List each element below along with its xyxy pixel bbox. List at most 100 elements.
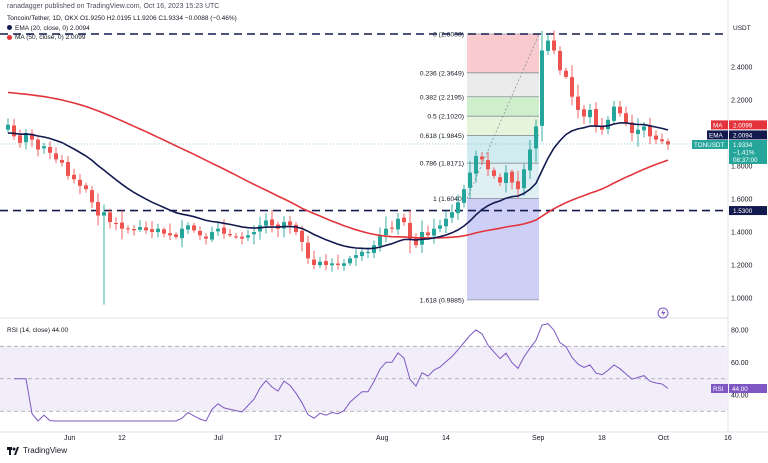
- tradingview-brand[interactable]: TradingView: [7, 446, 67, 455]
- fib-level-label: 0 (2.6000): [433, 32, 464, 39]
- candle-body: [300, 230, 304, 242]
- candle-body: [504, 172, 508, 183]
- candle-body: [360, 251, 364, 257]
- candle-body: [126, 228, 130, 230]
- ma-badge-bg: [729, 120, 767, 130]
- candle-body: [336, 263, 340, 265]
- candle-body: [54, 153, 58, 160]
- candle-body: [186, 225, 190, 230]
- symbol-line[interactable]: Toncoin/Tether, 1D, OKX O1.9250 H2.0195 …: [7, 15, 237, 22]
- candle-body: [462, 189, 466, 203]
- moving-averages: [7, 91, 669, 250]
- candle-body: [306, 242, 310, 259]
- fib-level-label: 1 (1.6040): [433, 196, 464, 203]
- price-tick-label: 2.2000: [731, 98, 753, 105]
- candle-body: [60, 160, 64, 163]
- symbol-tag: TONUSDT: [694, 142, 724, 149]
- candle-body: [234, 236, 238, 238]
- candle-body: [642, 126, 646, 131]
- fib-retracement[interactable]: 0 (2.6000) 0.236 (2.3649) 0.382 (2.2195) 0.…: [420, 32, 540, 305]
- rsi-tick-label: 80.00: [731, 328, 749, 335]
- time-tick-label: 16: [724, 435, 732, 442]
- price-tick-label: 2.4000: [731, 65, 753, 72]
- ma-tag-bg: [711, 120, 728, 130]
- candle-body: [294, 224, 298, 232]
- candle-body: [138, 227, 142, 230]
- fib-zone: [467, 34, 539, 73]
- last-price-badge-text: −1.41%: [733, 149, 755, 156]
- candle-body: [576, 96, 580, 110]
- candle-body: [432, 228, 436, 236]
- ma-legend-line[interactable]: MA (50, close, 0) 2.0099: [7, 33, 237, 43]
- candle-body: [264, 220, 268, 226]
- candle-body: [654, 135, 658, 140]
- rsi-tick-label: 60.00: [731, 360, 749, 367]
- last-price-badge-bg: [729, 139, 767, 164]
- candle-body: [570, 77, 574, 97]
- candle-body: [606, 119, 610, 130]
- rsi-pane: [0, 323, 728, 422]
- candle-body: [42, 146, 46, 149]
- ema-badge-text: 2.0094: [733, 132, 753, 139]
- candle-body: [114, 223, 118, 225]
- fib-level-label: 0.618 (1.9845): [420, 133, 464, 140]
- rsi-badge-text: 44.00: [732, 386, 748, 393]
- fib-zone: [467, 96, 539, 117]
- fib-level-label: 0.5 (2.1020): [427, 114, 464, 121]
- candle-body: [270, 219, 274, 226]
- candle-body: [192, 225, 196, 231]
- ema-legend-text: EMA (20, close, 0) 2.0094: [15, 24, 90, 32]
- candle-body: [48, 146, 52, 153]
- ma-tag: MA: [713, 122, 723, 129]
- candle-body: [96, 201, 100, 216]
- fib-zone: [467, 135, 539, 164]
- support-badge-text: 1.5300: [733, 208, 753, 215]
- ema-legend-line[interactable]: EMA (20, close, 0) 2.0094: [7, 24, 237, 34]
- fib-level-label: 0.236 (2.3649): [420, 70, 464, 77]
- candle-body: [180, 228, 184, 239]
- time-tick-label: 14: [442, 435, 450, 442]
- currency-label: USDT: [733, 25, 751, 32]
- rsi-tick-label: 40.00: [731, 393, 749, 400]
- candle-body: [204, 236, 208, 239]
- fib-zone: [467, 72, 539, 97]
- tradingview-logo-icon: [7, 446, 19, 455]
- candle-body: [312, 259, 316, 265]
- fib-zone: [467, 116, 539, 136]
- candle-body: [162, 229, 166, 234]
- ma-50-line: [7, 91, 669, 239]
- candle-body: [624, 113, 628, 124]
- candle-body: [564, 70, 568, 77]
- time-tick-label: Jul: [214, 435, 223, 442]
- time-tick-label: 17: [274, 435, 282, 442]
- candle-body: [630, 122, 634, 133]
- candle-body: [342, 263, 346, 266]
- candle-body: [492, 170, 496, 176]
- candle-body: [660, 139, 664, 142]
- ema-20-line: [7, 122, 669, 250]
- rsi-line: [14, 323, 669, 422]
- candle-body: [414, 238, 418, 246]
- candle-body: [102, 212, 106, 216]
- candle-body: [534, 126, 538, 149]
- candle-body: [324, 261, 328, 265]
- rsi-legend[interactable]: RSI (14, close) 44.00: [7, 327, 69, 334]
- fib-level-label: 0.786 (1.8171): [420, 161, 464, 168]
- candle-body: [396, 218, 400, 230]
- ma-badge-text: 2.0099: [733, 122, 753, 129]
- candle-body: [480, 156, 484, 160]
- candle-body: [666, 141, 670, 145]
- candle-body: [78, 179, 82, 186]
- time-tick-label: Sep: [532, 435, 545, 442]
- candle-body: [594, 108, 598, 127]
- candle-body: [540, 50, 544, 126]
- candle-body: [228, 233, 232, 236]
- candle-body: [648, 125, 652, 137]
- horizontal-levels: [0, 33, 728, 212]
- ema-tag-bg: [707, 130, 728, 140]
- candle-body: [498, 177, 502, 183]
- candle-body: [108, 212, 112, 223]
- lightning-icon[interactable]: [657, 307, 669, 319]
- price-tick-label: 1.4000: [731, 230, 753, 237]
